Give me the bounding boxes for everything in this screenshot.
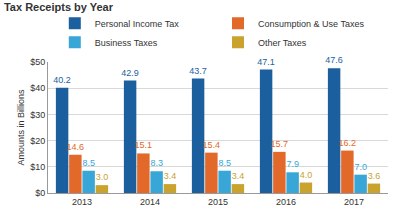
svg-text:2014: 2014 (140, 197, 160, 207)
svg-text:Other Taxes: Other Taxes (258, 38, 307, 48)
svg-text:3.6: 3.6 (368, 171, 381, 181)
svg-text:8.5: 8.5 (218, 158, 231, 168)
svg-text:47.1: 47.1 (257, 57, 275, 67)
svg-text:$30: $30 (30, 110, 45, 120)
svg-text:3.0: 3.0 (96, 172, 109, 182)
svg-text:14.6: 14.6 (67, 142, 85, 152)
svg-text:Business Taxes: Business Taxes (95, 38, 158, 48)
svg-text:7.0: 7.0 (354, 162, 367, 172)
svg-text:8.5: 8.5 (82, 158, 95, 168)
svg-text:2015: 2015 (208, 197, 228, 207)
svg-text:40.2: 40.2 (53, 75, 71, 85)
svg-text:3.4: 3.4 (232, 171, 245, 181)
svg-text:8.3: 8.3 (150, 158, 163, 168)
svg-text:Amounts in Billions: Amounts in Billions (16, 89, 26, 166)
svg-text:15.4: 15.4 (203, 140, 221, 150)
svg-text:2017: 2017 (344, 197, 364, 207)
svg-text:15.7: 15.7 (271, 139, 289, 149)
svg-text:Tax Receipts by Year: Tax Receipts by Year (4, 1, 114, 13)
svg-text:$50: $50 (30, 57, 45, 67)
svg-text:$40: $40 (30, 83, 45, 93)
svg-text:7.9: 7.9 (286, 159, 299, 169)
svg-text:2016: 2016 (276, 197, 296, 207)
svg-text:15.1: 15.1 (135, 140, 153, 150)
svg-text:47.6: 47.6 (325, 55, 343, 65)
svg-text:$10: $10 (30, 162, 45, 172)
svg-text:4.0: 4.0 (300, 170, 313, 180)
svg-text:$0: $0 (35, 188, 45, 198)
svg-text:$20: $20 (30, 136, 45, 146)
svg-text:Personal Income Tax: Personal Income Tax (95, 19, 179, 29)
svg-text:Consumption & Use Taxes: Consumption & Use Taxes (258, 19, 364, 29)
svg-text:16.2: 16.2 (339, 138, 357, 148)
svg-text:2013: 2013 (72, 197, 92, 207)
svg-text:42.9: 42.9 (121, 68, 139, 78)
svg-text:3.4: 3.4 (164, 171, 177, 181)
svg-text:43.7: 43.7 (189, 66, 207, 76)
